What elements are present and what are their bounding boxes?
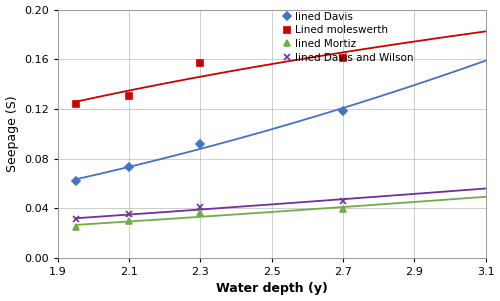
lined Davis and Wilson: [72, 218, 78, 221]
lined Davis and Wilson: [198, 205, 203, 209]
Line: lined Davis: lined Davis: [73, 109, 346, 184]
Lined moleswerth: [198, 61, 203, 65]
lined Davis: [126, 166, 132, 169]
lined Mortiz: [340, 208, 346, 211]
X-axis label: Water depth (y): Water depth (y): [216, 282, 328, 296]
Lined moleswerth: [72, 102, 78, 106]
Y-axis label: Seepage (S): Seepage (S): [6, 95, 18, 172]
lined Davis: [72, 179, 78, 183]
lined Mortiz: [198, 211, 203, 215]
Lined moleswerth: [126, 95, 132, 98]
lined Mortiz: [126, 219, 132, 222]
Line: Lined moleswerth: Lined moleswerth: [73, 55, 346, 107]
lined Davis: [340, 110, 346, 113]
Line: lined Mortiz: lined Mortiz: [72, 206, 346, 230]
Legend: lined Davis, Lined moleswerth, lined Mortiz, lined Davis and Wilson: lined Davis, Lined moleswerth, lined Mor…: [280, 10, 415, 65]
lined Davis and Wilson: [126, 213, 132, 216]
Lined moleswerth: [340, 56, 346, 60]
Line: lined Davis and Wilson: lined Davis and Wilson: [72, 197, 346, 223]
lined Davis and Wilson: [340, 199, 346, 203]
lined Davis: [198, 142, 203, 145]
lined Mortiz: [72, 225, 78, 229]
